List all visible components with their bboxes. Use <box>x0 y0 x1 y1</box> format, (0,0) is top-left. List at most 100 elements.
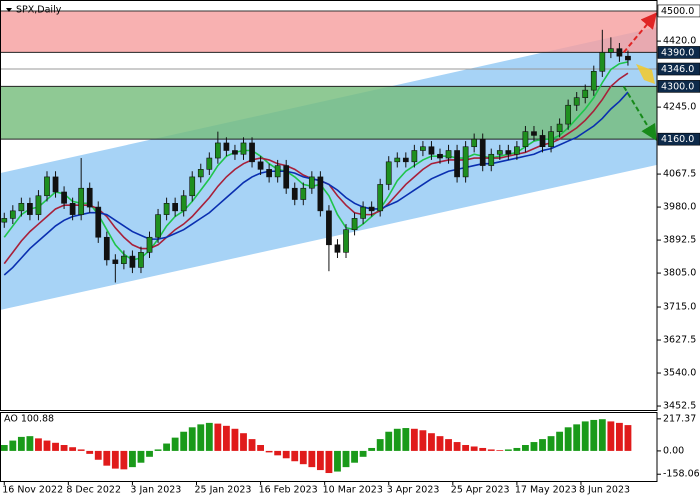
candle-body <box>223 142 230 151</box>
candle-body <box>625 55 631 61</box>
ao-bar <box>436 436 444 451</box>
candle-body <box>291 187 298 200</box>
candle-body <box>454 150 460 178</box>
ao-bar <box>137 450 145 463</box>
candle-body <box>360 206 366 219</box>
ao-bar <box>573 424 581 451</box>
ao-tick-label: 0.00 <box>663 445 684 456</box>
ao-tick-label: 217.37 <box>663 413 696 424</box>
candle-body <box>608 48 614 53</box>
candle-body <box>565 104 572 125</box>
ao-bar <box>180 431 188 451</box>
ao-bar <box>291 450 299 462</box>
ao-bar <box>214 423 222 451</box>
candle-body <box>189 176 196 197</box>
candle-body <box>300 187 307 200</box>
candle-body <box>35 195 42 215</box>
main-plot <box>0 10 657 311</box>
x-tick-label: 17 May 2023 <box>515 485 577 496</box>
candle-body <box>308 176 315 189</box>
candle-body <box>266 169 272 178</box>
candle-body <box>445 150 452 159</box>
ao-bar <box>188 427 196 451</box>
candle-body <box>377 184 384 212</box>
ao-bar <box>334 450 341 472</box>
candle-body <box>590 70 597 91</box>
ao-bar <box>248 439 256 451</box>
ao-bar <box>265 450 273 453</box>
candle-body <box>95 206 102 238</box>
ao-bar <box>0 445 8 451</box>
ao-bar <box>86 450 94 454</box>
candle-body <box>334 244 341 253</box>
candle-body <box>539 135 546 148</box>
forecast-arrow <box>622 12 657 54</box>
level-label-box <box>657 4 700 18</box>
ao-bar <box>308 450 316 468</box>
ao-bar <box>171 437 179 451</box>
candle-body <box>240 142 247 155</box>
level-label: 4390.0 <box>661 47 694 58</box>
ao-bar <box>564 427 572 451</box>
candle-body <box>573 97 580 106</box>
candle-body <box>343 229 349 253</box>
candle-body <box>462 146 469 178</box>
x-tick-label: 3 Jan 2023 <box>130 485 181 496</box>
candle-body <box>9 210 16 219</box>
forecast-fan <box>636 64 655 84</box>
ao-bar <box>257 445 264 451</box>
menu-icon <box>6 8 12 12</box>
y-tick-label: 4067.5 <box>663 169 696 180</box>
level-label-box <box>657 80 700 93</box>
ao-bar <box>487 449 495 451</box>
ao-bar <box>428 433 435 451</box>
ao-bar <box>52 442 59 451</box>
candle-body <box>599 52 606 72</box>
ao-bar <box>9 440 17 451</box>
candle-body <box>138 252 144 268</box>
ao-bar <box>351 450 358 463</box>
y-tick-label: 4420.0 <box>663 36 696 47</box>
main-frame <box>0 0 658 411</box>
candle-body <box>1 218 8 223</box>
y-tick-label: 3715.0 <box>663 302 696 313</box>
candle-body <box>172 203 179 212</box>
ao-bar <box>129 450 136 468</box>
ao-bar <box>513 447 521 451</box>
chart-title: SPX,Daily <box>16 5 62 16</box>
ao-bar <box>146 450 153 457</box>
ao-bar <box>205 422 213 451</box>
candle-body <box>582 89 589 98</box>
candle-body <box>163 203 170 215</box>
level-label-box <box>657 46 700 59</box>
x-tick-label: 16 Feb 2023 <box>259 485 318 496</box>
candle-body <box>249 142 255 163</box>
ao-bar <box>282 450 290 459</box>
ao-bar <box>316 450 324 471</box>
x-tick-label: 10 Mar 2023 <box>323 485 383 496</box>
ao-bar <box>154 449 162 451</box>
axes: 3452.5 3540.0 3627.5 3715.0 3805.0 3892.5 3980… <box>2 4 700 496</box>
y-tick-label: 4245.0 <box>663 102 696 113</box>
ao-bar <box>120 450 128 470</box>
candle-body <box>146 236 153 253</box>
x-tick-label: 8 Dec 2022 <box>66 485 121 496</box>
ao-bar <box>342 450 350 468</box>
candle-body <box>488 153 495 166</box>
candle-body <box>420 146 426 151</box>
ao-bar <box>77 449 85 451</box>
ao-bar <box>385 431 393 451</box>
ao-bar <box>624 425 632 451</box>
ao-bar <box>393 428 401 451</box>
candle-body <box>52 176 59 193</box>
level-label: 4500.0 <box>661 6 694 17</box>
ao-bar <box>231 428 239 451</box>
candle-body <box>411 150 418 163</box>
candle-body <box>274 165 281 178</box>
candle-body <box>61 191 67 204</box>
ao-bar <box>581 421 589 451</box>
candle-body <box>394 157 401 163</box>
ao-bar <box>325 450 333 474</box>
ao-bar <box>359 450 367 457</box>
